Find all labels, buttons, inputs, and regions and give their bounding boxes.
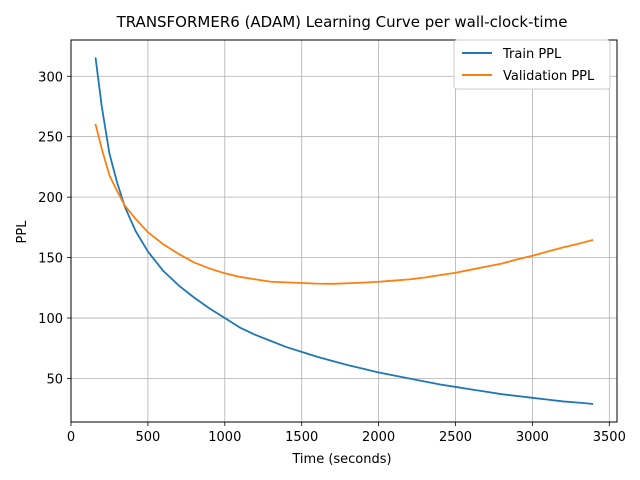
validation-ppl-line	[94, 123, 594, 285]
legend: Train PPL Validation PPL	[453, 39, 611, 90]
x-tick-label: 1000	[208, 430, 241, 445]
series-layer	[94, 57, 594, 405]
plot-frame	[70, 39, 618, 423]
x-tick-label: 3000	[516, 430, 549, 445]
x-tick-label: 0	[67, 430, 75, 445]
x-tick-label: 3500	[593, 430, 626, 445]
ticks: 0 500 1000 1500 2000 2500 3000 3500 50 100 150 200 2…	[38, 70, 626, 445]
legend-label-train: Train PPL	[502, 47, 562, 62]
x-axis-label: Time (seconds)	[291, 452, 391, 467]
y-axis-label: PPL	[15, 220, 30, 244]
legend-box	[453, 39, 611, 90]
x-tick-label: 1500	[285, 430, 318, 445]
y-tick-label: 300	[38, 70, 63, 85]
y-tick-label: 150	[38, 252, 63, 267]
legend-label-validation: Validation PPL	[503, 69, 595, 84]
chart-title: TRANSFORMER6 (ADAM) Learning Curve per w…	[116, 13, 568, 31]
y-tick-label: 100	[38, 312, 63, 327]
train-ppl-line	[94, 57, 594, 405]
y-tick-label: 250	[38, 131, 63, 146]
x-tick-label: 2000	[362, 430, 395, 445]
y-tick-label: 50	[46, 372, 63, 387]
x-tick-label: 500	[135, 430, 160, 445]
x-tick-label: 2500	[439, 430, 472, 445]
y-tick-label: 200	[38, 191, 63, 206]
